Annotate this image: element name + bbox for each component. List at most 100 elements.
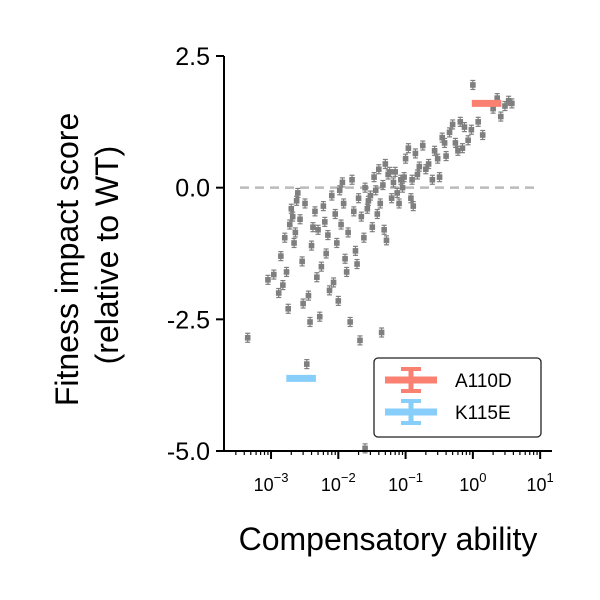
x-tick-label: 100 [459, 470, 486, 495]
data-point [345, 227, 351, 238]
data-point [479, 129, 486, 141]
data-point [326, 285, 333, 296]
data-point [362, 182, 368, 193]
data-point [459, 143, 466, 154]
data-point [497, 111, 504, 122]
data-point [502, 100, 508, 112]
data-point [295, 187, 301, 199]
data-point [292, 227, 299, 238]
legend-entry-a110d: A110D [385, 367, 512, 393]
y-axis-label-line-2: (relative to WT) [89, 146, 125, 365]
data-point [455, 145, 461, 156]
y-tick-label: 2.5 [175, 43, 210, 71]
y-ticks: 2.5 0.0 -2.5 -5.0 [167, 43, 224, 466]
data-point [328, 190, 335, 201]
data-point [338, 219, 344, 230]
data-point [376, 164, 382, 175]
y-tick-label: 0.0 [175, 175, 210, 203]
data-point [367, 190, 374, 201]
data-point [357, 335, 363, 346]
data-point [374, 208, 381, 220]
data-point [392, 166, 398, 177]
data-point [416, 161, 423, 172]
data-point [320, 201, 327, 212]
data-point [369, 222, 376, 233]
data-point [278, 251, 284, 262]
data-point [336, 185, 343, 196]
data-point [299, 256, 305, 267]
data-point [405, 143, 412, 154]
data-point [343, 266, 350, 278]
axes [223, 56, 552, 452]
x-tick-label: 10−2 [321, 470, 356, 495]
data-point [386, 166, 393, 177]
data-point [419, 140, 426, 151]
data-point [355, 193, 362, 204]
data-point [280, 280, 286, 291]
data-point [381, 224, 387, 235]
data-point [390, 177, 397, 188]
data-point [358, 211, 365, 222]
data-point [354, 258, 360, 270]
data-point [265, 274, 271, 285]
data-point [340, 198, 347, 209]
data-point [325, 229, 331, 241]
x-tick-label: 101 [527, 470, 554, 495]
data-point [315, 224, 321, 235]
data-point [431, 145, 438, 156]
data-point [412, 148, 419, 159]
data-point [283, 266, 290, 278]
data-point [281, 232, 288, 243]
data-point [401, 172, 407, 183]
data-point [429, 174, 436, 185]
data-point [347, 316, 353, 328]
data-point [334, 237, 340, 249]
data-point [449, 119, 456, 130]
data-point [402, 153, 409, 164]
data-point [452, 137, 459, 148]
data-point [308, 240, 315, 251]
data-point [372, 185, 379, 196]
data-point [383, 235, 390, 246]
data-point [351, 206, 357, 217]
data-point [318, 261, 325, 272]
data-point [339, 177, 346, 188]
data-point [468, 124, 475, 135]
data-point [394, 187, 400, 199]
data-point [475, 116, 481, 127]
data-point [271, 269, 277, 280]
data-point [305, 290, 312, 301]
data-point [312, 206, 318, 217]
data-point [289, 211, 296, 222]
data-point [332, 208, 339, 220]
data-point [446, 127, 453, 138]
x-tick-label: 10−1 [388, 470, 423, 495]
legend-box [373, 357, 542, 438]
y-axis-label-line-1: Fitness impact score [49, 113, 85, 406]
legend-label: A110D [455, 371, 512, 392]
data-point [378, 327, 385, 338]
legend-label: K115E [455, 403, 511, 424]
x-tick-label: 10−3 [254, 470, 289, 495]
data-point [314, 272, 320, 283]
data-point [461, 121, 468, 133]
y-tick-label: -5.0 [167, 438, 210, 466]
x-ticks: 10−3 10−2 10−1 100 101 [235, 451, 554, 495]
data-point [297, 214, 303, 225]
data-point [441, 137, 448, 148]
data-point [396, 198, 402, 209]
data-point [434, 153, 441, 164]
data-point [408, 193, 414, 204]
data-point [409, 174, 415, 185]
data-points [244, 79, 515, 454]
data-point [322, 216, 328, 227]
data-point [275, 287, 282, 299]
data-point [361, 232, 367, 243]
data-point [307, 316, 313, 328]
legend: A110D K115E [373, 357, 542, 438]
data-point [470, 79, 476, 91]
data-point [425, 158, 432, 170]
data-point [410, 201, 417, 212]
data-point [352, 245, 359, 256]
